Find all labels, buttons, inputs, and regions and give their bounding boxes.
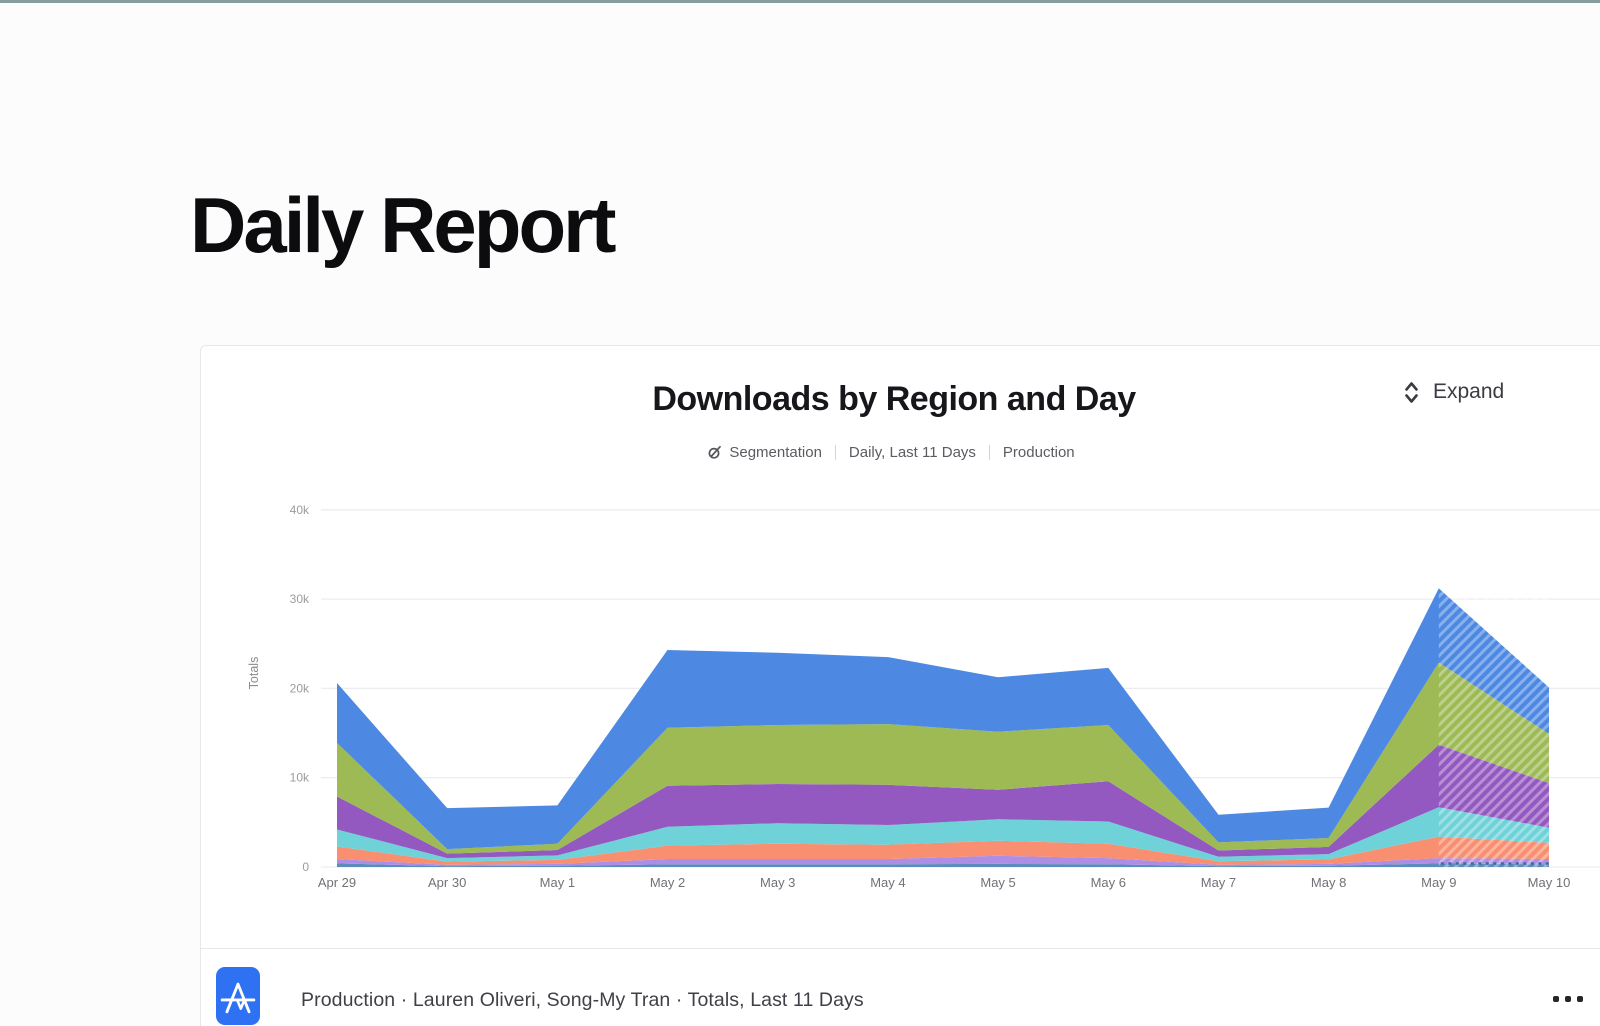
y-tick-labels: 0 10k 20k 30k 40k: [290, 503, 310, 874]
expand-button[interactable]: Expand: [1403, 376, 1504, 408]
more-menu-button[interactable]: [1553, 991, 1583, 1007]
top-accent-bar: [0, 0, 1600, 3]
chart-type: Segmentation: [707, 444, 822, 461]
svg-text:20k: 20k: [290, 681, 310, 695]
x-tick-labels: Apr 29 Apr 30 May 1 May 2 May 3 May 4 May 5 May…: [318, 875, 1570, 890]
svg-text:30k: 30k: [290, 592, 310, 606]
area-series: [337, 588, 1549, 867]
svg-text:May 5: May 5: [980, 875, 1015, 890]
chart-card: Downloads by Region and Day Segmentation…: [200, 345, 1600, 1026]
expand-label: Expand: [1433, 380, 1505, 403]
svg-text:40k: 40k: [290, 503, 310, 517]
svg-text:Apr 30: Apr 30: [428, 875, 466, 890]
partial-data-hatch: [1438, 584, 1549, 867]
chevrons-up-down-icon: [1403, 380, 1420, 405]
chart-subtitle: Segmentation Daily, Last 11 Days Product…: [491, 444, 1291, 461]
ellipsis-icon: [1553, 996, 1559, 1002]
ellipsis-icon: [1577, 996, 1583, 1002]
amplitude-logo-icon: [216, 967, 260, 1025]
svg-text:May 1: May 1: [540, 875, 575, 890]
card-footer: Production · Lauren Oliveri, Song-My Tra…: [201, 949, 1600, 1026]
stacked-area-chart[interactable]: 0 10k 20k 30k 40k Totals Apr 29 Apr 30 May 1 May …: [201, 486, 1600, 906]
svg-text:0: 0: [302, 860, 309, 874]
svg-text:May 2: May 2: [650, 875, 685, 890]
svg-text:May 8: May 8: [1311, 875, 1346, 890]
y-axis-label: Totals: [247, 657, 261, 690]
chart-area[interactable]: 0 10k 20k 30k 40k Totals Apr 29 Apr 30 May 1 May …: [201, 486, 1600, 906]
svg-text:10k: 10k: [290, 771, 310, 785]
environment-label: Production: [1002, 444, 1075, 461]
svg-text:Apr 29: Apr 29: [318, 875, 356, 890]
segmentation-icon: [707, 445, 722, 460]
card-footer-divider: [201, 948, 1600, 949]
svg-text:May 3: May 3: [760, 875, 795, 890]
date-range-label: Daily, Last 11 Days: [848, 444, 976, 461]
page-title: Daily Report: [190, 181, 616, 269]
svg-text:May 10: May 10: [1528, 875, 1571, 890]
svg-text:May 6: May 6: [1091, 875, 1126, 890]
subtitle-divider: [834, 445, 836, 460]
svg-text:May 7: May 7: [1201, 875, 1236, 890]
subtitle-divider: [988, 445, 990, 460]
chart-type-label: Segmentation: [729, 444, 822, 461]
svg-text:May 4: May 4: [870, 875, 905, 890]
chart-title: Downloads by Region and Day: [652, 380, 1136, 418]
svg-text:May 9: May 9: [1421, 875, 1456, 890]
ellipsis-icon: [1565, 996, 1571, 1002]
source-description: Production · Lauren Oliveri, Song-My Tra…: [301, 989, 864, 1011]
